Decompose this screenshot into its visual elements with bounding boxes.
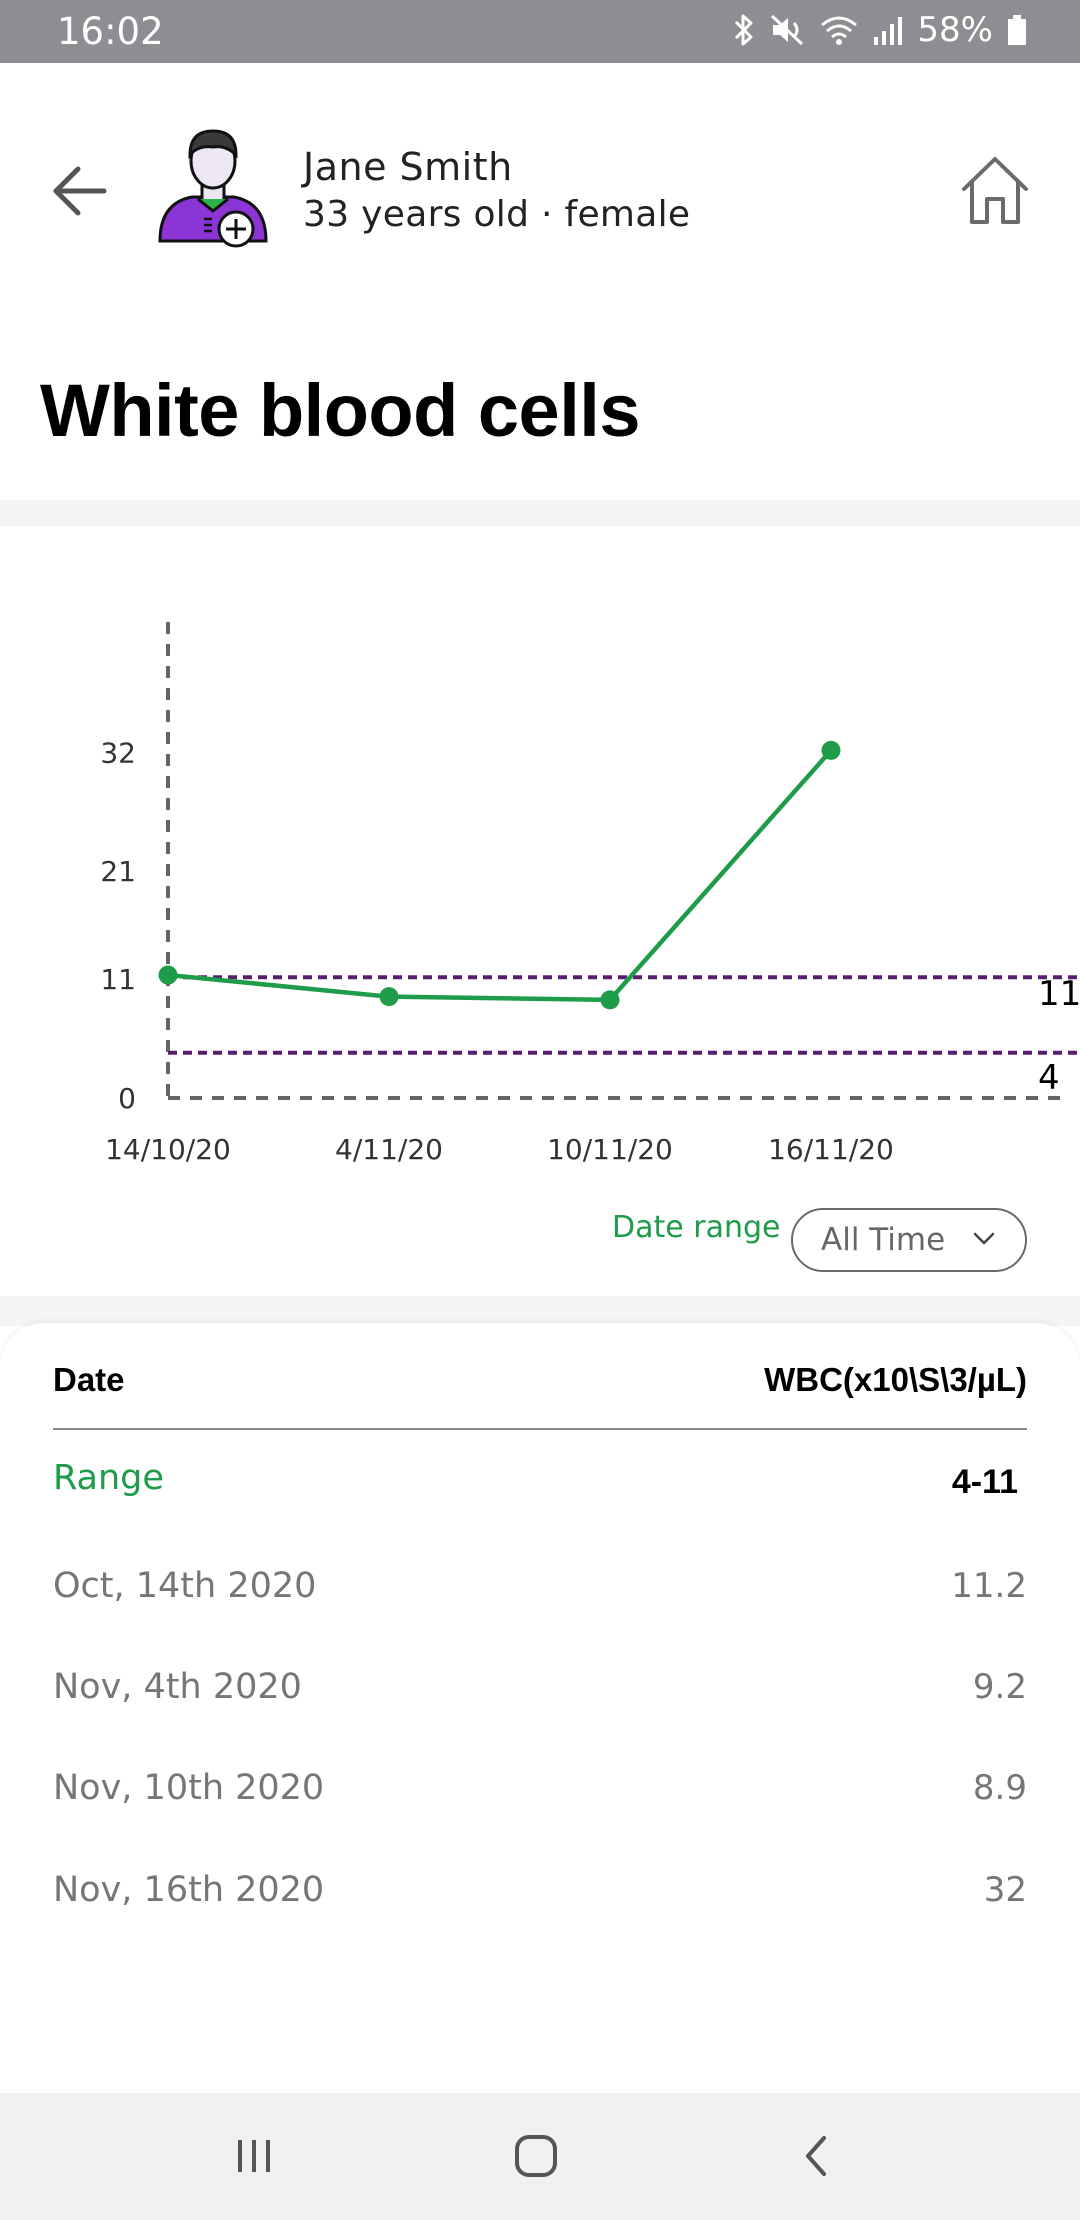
avatar	[154, 123, 272, 255]
data-point	[379, 987, 399, 1007]
status-time: 16:02	[57, 10, 164, 53]
series-line	[167, 748, 833, 1003]
patient-details: 33 years old · female	[303, 194, 691, 235]
home-button[interactable]	[956, 151, 1034, 229]
wbc-chart: 11 4 32 21 11 0 14/10/20 4/11/20 10/11/20 16/11/2…	[0, 526, 1080, 1296]
row-value: 32	[983, 1870, 1027, 1910]
page-title: White blood cells	[40, 369, 640, 452]
patient-avatar-icon	[158, 129, 268, 248]
bluetooth-icon	[735, 14, 753, 46]
table-row: Nov, 10th 2020 8.9	[53, 1768, 1027, 1828]
table-row: Oct, 14th 2020 11.2	[53, 1566, 1027, 1626]
back-button[interactable]	[48, 159, 112, 223]
y-tick-label: 32	[100, 736, 136, 769]
x-tick-label: 10/11/20	[547, 1133, 673, 1166]
range-label: Range	[53, 1458, 164, 1498]
y-tick-label: 11	[100, 963, 136, 996]
row-value: 8.9	[972, 1768, 1027, 1808]
reference-line-label: 11	[1038, 974, 1080, 1014]
chevron-down-icon	[973, 1232, 995, 1245]
mute-icon	[771, 14, 804, 46]
patient-header: Jane Smith 33 years old · female White b…	[0, 63, 1080, 500]
home-nav-button[interactable]	[496, 2123, 576, 2189]
section-gap	[0, 1296, 1080, 1326]
date-range-select[interactable]: All Time	[791, 1208, 1027, 1272]
status-icons: 58%	[731, 10, 1028, 50]
wifi-icon	[821, 16, 858, 45]
range-value: 4-11	[951, 1463, 1018, 1501]
battery-percent: 58%	[917, 10, 993, 50]
row-value: 11.2	[951, 1566, 1027, 1606]
back-nav-button[interactable]	[776, 2123, 856, 2189]
row-date: Oct, 14th 2020	[53, 1566, 317, 1606]
row-date: Nov, 10th 2020	[53, 1768, 325, 1808]
row-value: 9.2	[972, 1667, 1027, 1707]
recent-apps-icon	[238, 2140, 270, 2172]
reference-line-label: 4	[1038, 1058, 1060, 1098]
column-header-wbc: WBC(x10\S\3/µL)	[764, 1361, 1027, 1398]
line-chart: 11 4 32 21 11 0 14/10/20 4/11/20 10/11/20 16/11/2…	[100, 622, 1080, 1166]
x-tick-label: 16/11/20	[768, 1133, 894, 1166]
x-tick-label: 14/10/20	[105, 1133, 231, 1166]
header-divider	[53, 1428, 1027, 1430]
y-tick-label: 21	[100, 855, 136, 888]
date-range-label: Date range	[612, 1210, 781, 1245]
home-circle-icon	[515, 2135, 557, 2177]
back-chevron-icon	[806, 2136, 826, 2176]
section-divider	[0, 500, 1080, 526]
data-point	[600, 990, 620, 1010]
system-nav-bar	[0, 2093, 1080, 2220]
status-bar: 16:02 58%	[0, 0, 1080, 63]
row-date: Nov, 16th 2020	[53, 1870, 325, 1910]
data-point	[821, 740, 841, 760]
signal-icon	[874, 17, 903, 45]
x-tick-label: 4/11/20	[335, 1133, 443, 1166]
date-range-value: All Time	[821, 1222, 946, 1258]
home-icon	[962, 157, 1028, 224]
column-header-date: Date	[53, 1361, 125, 1398]
y-tick-label: 0	[118, 1082, 136, 1115]
battery-icon	[1008, 15, 1026, 45]
recent-apps-button[interactable]	[214, 2123, 294, 2189]
results-table: Date WBC(x10\S\3/µL) Range 4-11 Oct, 14t…	[0, 1323, 1080, 2093]
arrow-left-icon	[53, 166, 107, 216]
data-point	[158, 965, 178, 985]
patient-name: Jane Smith	[303, 145, 513, 189]
table-row: Nov, 16th 2020 32	[53, 1870, 1027, 1930]
table-row: Nov, 4th 2020 9.2	[53, 1667, 1027, 1727]
row-date: Nov, 4th 2020	[53, 1667, 302, 1707]
